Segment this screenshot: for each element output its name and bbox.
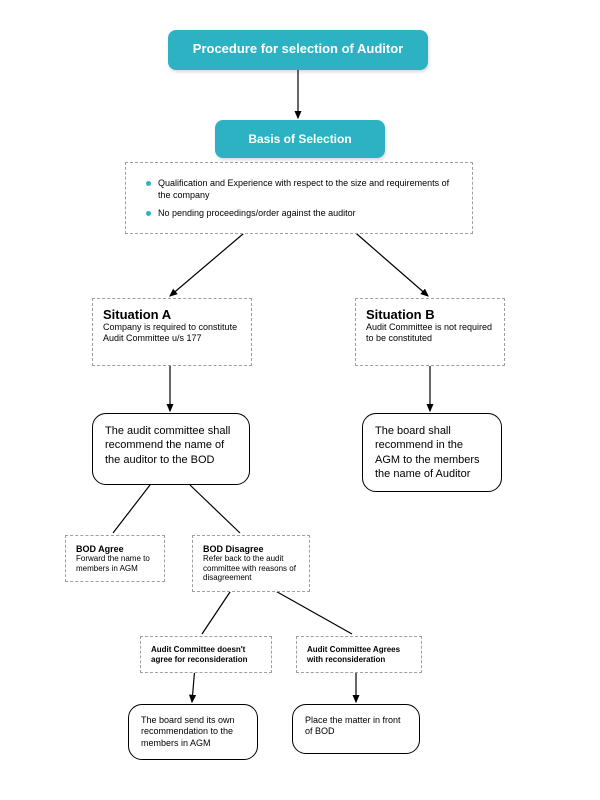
ac-not-agree-title: Audit Committee doesn't agree for recons… — [151, 645, 261, 664]
basis-bullet-1: Qualification and Experience with respec… — [146, 177, 462, 201]
ac-not-agree: Audit Committee doesn't agree for recons… — [140, 636, 272, 673]
main-title-text: Procedure for selection of Auditor — [193, 41, 403, 56]
basis-bullets: Qualification and Experience with respec… — [136, 177, 462, 219]
bod-disagree-desc: Refer back to the audit committee with r… — [203, 554, 299, 583]
basis-title-text: Basis of Selection — [248, 132, 351, 146]
situation-a: Situation A Company is required to const… — [92, 298, 252, 366]
situation-b-title: Situation B — [366, 307, 494, 322]
basis-bullet-2: No pending proceedings/order against the… — [146, 207, 462, 219]
ac-agrees-title: Audit Committee Agrees with reconsiderat… — [307, 645, 411, 664]
place-before-bod: Place the matter in front of BOD — [292, 704, 420, 754]
situation-a-desc: Company is required to constitute Audit … — [103, 322, 241, 345]
bod-agree-title: BOD Agree — [76, 544, 154, 554]
board-own-recommend: The board send its own recommendation to… — [128, 704, 258, 760]
basis-title: Basis of Selection — [215, 120, 385, 158]
situation-b: Situation B Audit Committee is not requi… — [355, 298, 505, 366]
audit-committee-recommend: The audit committee shall recommend the … — [92, 413, 250, 485]
board-own-recommend-text: The board send its own recommendation to… — [141, 715, 245, 749]
situation-b-desc: Audit Committee is not required to be co… — [366, 322, 494, 345]
bod-agree: BOD Agree Forward the name to members in… — [65, 535, 165, 582]
board-recommend-text: The board shall recommend in the AGM to … — [375, 424, 489, 481]
board-recommend: The board shall recommend in the AGM to … — [362, 413, 502, 492]
audit-committee-recommend-text: The audit committee shall recommend the … — [105, 424, 237, 467]
basis-list: Qualification and Experience with respec… — [125, 162, 473, 234]
place-before-bod-text: Place the matter in front of BOD — [305, 715, 407, 738]
ac-agrees: Audit Committee Agrees with reconsiderat… — [296, 636, 422, 673]
situation-a-title: Situation A — [103, 307, 241, 322]
main-title: Procedure for selection of Auditor — [168, 30, 428, 70]
bod-disagree-title: BOD Disagree — [203, 544, 299, 554]
bod-disagree: BOD Disagree Refer back to the audit com… — [192, 535, 310, 592]
bod-agree-desc: Forward the name to members in AGM — [76, 554, 154, 573]
